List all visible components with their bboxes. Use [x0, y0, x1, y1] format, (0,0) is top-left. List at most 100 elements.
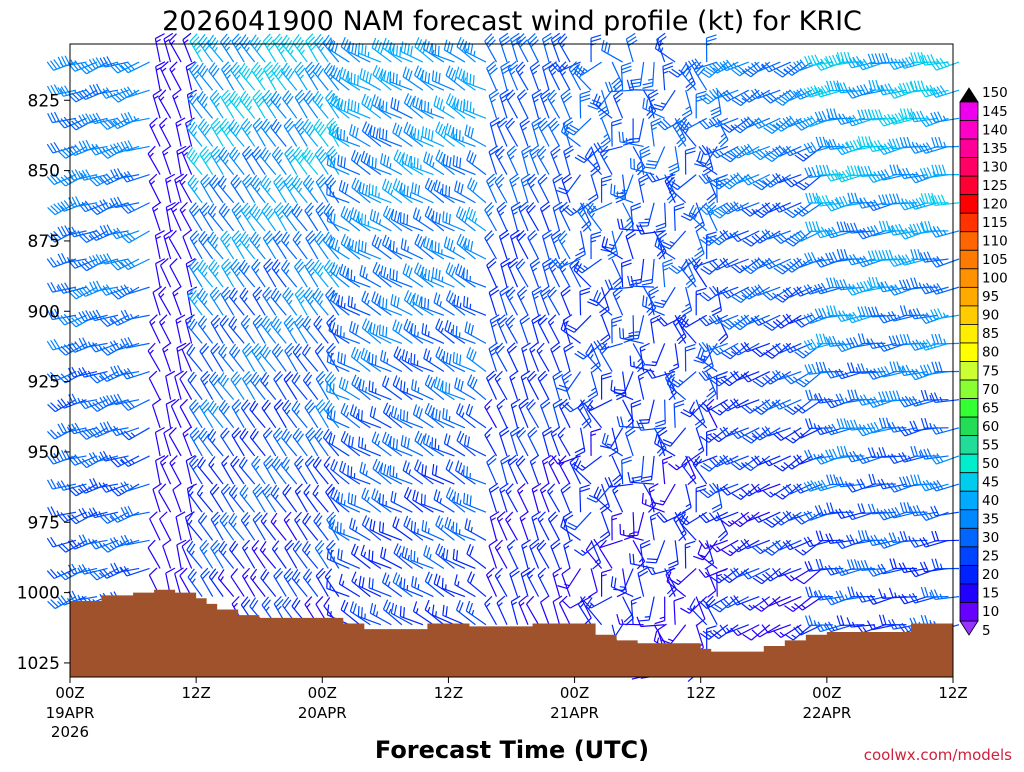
wind-barb-781 — [443, 605, 465, 625]
barb-half — [428, 331, 429, 336]
barb-full — [354, 152, 358, 162]
barb-half — [131, 460, 135, 464]
barb-staff — [352, 384, 370, 399]
barb-full — [375, 490, 378, 500]
wind-barb-921 — [527, 399, 539, 427]
barb-full — [375, 96, 378, 106]
barb-full — [375, 293, 378, 303]
barb-full — [413, 490, 416, 500]
barb-full — [327, 184, 328, 194]
wind-barb-819 — [464, 493, 486, 512]
barb-staff — [415, 469, 434, 484]
barb-staff — [160, 519, 171, 540]
barb-full — [407, 293, 411, 303]
barb-half — [534, 99, 538, 102]
barb-staff — [561, 329, 580, 343]
barb-full — [440, 99, 443, 109]
wind-barb-959 — [548, 287, 560, 315]
wind-barbs-layer — [47, 33, 959, 681]
barb-staff — [421, 110, 444, 118]
barb-half — [440, 189, 441, 194]
barb-full — [470, 546, 474, 556]
barb-staff — [532, 517, 539, 540]
barb-full — [432, 43, 433, 53]
barb-half — [200, 492, 203, 496]
wind-barb-362 — [250, 35, 265, 62]
barb-staff — [250, 409, 265, 427]
barb-full — [432, 464, 433, 474]
barb-full — [467, 73, 468, 83]
barb-half — [244, 575, 248, 579]
barb-full — [316, 596, 323, 604]
barb-staff — [425, 413, 444, 428]
barb-full — [436, 269, 437, 279]
wind-barb-766 — [442, 184, 465, 203]
wind-barb-880 — [510, 427, 520, 456]
barb-full — [397, 45, 398, 55]
barb-staff — [161, 265, 171, 287]
wind-barb-1013 — [591, 35, 601, 62]
barb-half — [486, 603, 490, 607]
barb-full — [450, 157, 452, 167]
barb-full — [541, 596, 549, 602]
wind-barb-936 — [543, 230, 553, 259]
wind-barb-889 — [517, 90, 528, 119]
wind-barb-1022 — [565, 315, 591, 332]
wind-barb-1036 — [601, 118, 610, 147]
barb-half — [540, 518, 544, 522]
barb-staff — [155, 235, 160, 259]
wind-barb-492 — [315, 147, 328, 175]
barb-half — [523, 546, 527, 549]
barb-staff — [455, 191, 476, 203]
barb-staff — [393, 385, 412, 399]
barb-half — [265, 382, 268, 386]
wind-barb-883 — [506, 512, 518, 540]
barb-staff — [445, 527, 465, 540]
barb-staff — [522, 151, 528, 174]
barb-half — [167, 208, 172, 210]
wind-barb-1043 — [601, 315, 611, 344]
wind-barb-919 — [530, 343, 539, 372]
barb-half — [278, 606, 282, 610]
barb-half — [499, 184, 503, 188]
barb-half — [541, 156, 545, 160]
barb-full — [393, 178, 397, 188]
barb-staff — [341, 441, 360, 456]
barb-full — [421, 297, 422, 307]
wind-barb-244 — [187, 147, 202, 174]
barb-half — [475, 218, 477, 223]
wind-barb-636 — [381, 69, 402, 91]
wind-barb-662 — [391, 209, 412, 231]
barb-half — [554, 574, 558, 577]
barb-staff — [497, 209, 507, 231]
barb-half — [78, 371, 81, 376]
wind-barb-651 — [379, 493, 401, 512]
barb-full — [363, 267, 365, 277]
barb-staff — [497, 603, 507, 625]
wind-barb-786 — [453, 155, 475, 174]
barb-full — [362, 607, 363, 617]
wind-barb-896 — [518, 287, 529, 316]
barb-half — [534, 127, 538, 130]
barb-half — [436, 611, 437, 616]
barb-staff — [159, 294, 171, 315]
barb-full — [370, 519, 372, 529]
barb-half — [300, 75, 303, 79]
barb-full — [376, 325, 378, 335]
barb-full — [532, 484, 541, 490]
wind-barb-809 — [466, 207, 486, 231]
wind-barb-300 — [221, 34, 234, 62]
barb-half — [177, 349, 182, 351]
barb-full — [393, 270, 394, 280]
wind-barb-931 — [541, 90, 551, 119]
barb-full — [418, 130, 419, 140]
barb-full — [425, 298, 426, 308]
barb-full — [522, 343, 531, 349]
barb-staff — [401, 445, 423, 456]
barb-staff — [412, 586, 434, 596]
barb-full — [349, 41, 351, 51]
wind-barb-863 — [495, 540, 507, 568]
barb-full — [471, 128, 473, 138]
barb-half — [391, 190, 393, 195]
barb-full — [425, 572, 429, 582]
